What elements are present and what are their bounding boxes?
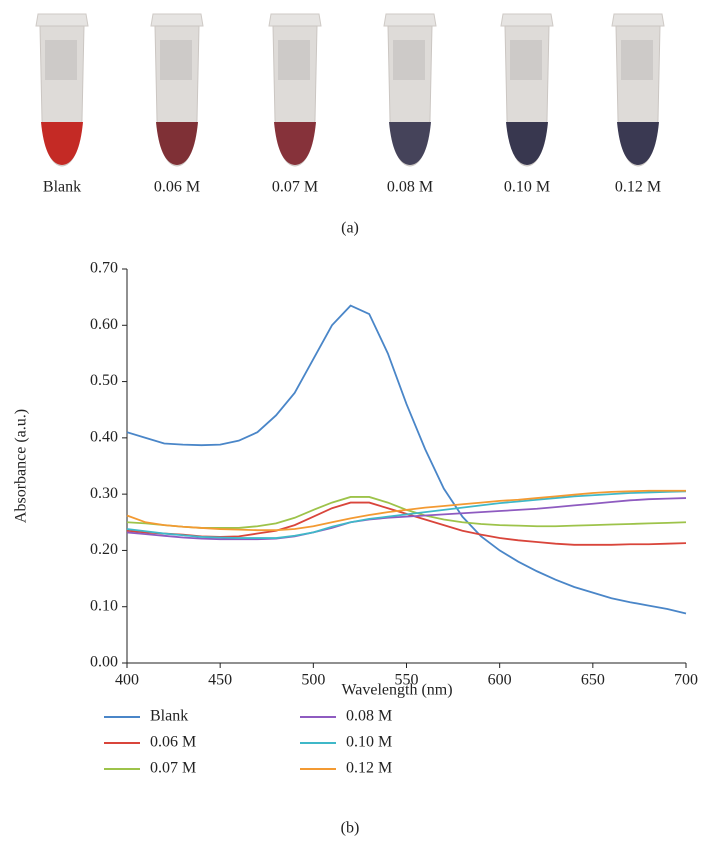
legend-label: 0.06 M xyxy=(150,734,196,751)
tube-cap xyxy=(611,13,665,27)
x-axis-title: Wavelength (nm) xyxy=(341,682,452,699)
series-line xyxy=(126,489,686,532)
tube-liquid xyxy=(41,122,83,165)
series-line xyxy=(126,304,687,615)
y-axis-title: Absorbance (a.u.) xyxy=(13,409,30,523)
y-tick-label: 0.50 xyxy=(90,372,118,389)
x-tick-label: 550 xyxy=(395,672,419,689)
legend-label: 0.12 M xyxy=(346,760,392,777)
tube-liquid xyxy=(617,122,659,165)
tube-label-patch xyxy=(160,40,192,80)
tube-label: Blank xyxy=(43,179,81,196)
series-line xyxy=(126,490,687,539)
y-tick-label: 0.40 xyxy=(90,429,118,446)
legend-label: Blank xyxy=(150,708,188,725)
legend-label: 0.08 M xyxy=(346,708,392,725)
tube-label: 0.12 M xyxy=(615,179,661,196)
tube-label-patch xyxy=(510,40,542,80)
y-tick-label: 0.30 xyxy=(90,485,118,502)
series-line xyxy=(126,497,687,541)
tube-cap xyxy=(383,13,437,27)
tube-cap xyxy=(268,13,322,27)
x-tick-label: 400 xyxy=(115,672,139,689)
x-tick-label: 600 xyxy=(488,672,512,689)
y-tick-label: 0.10 xyxy=(90,597,118,614)
tube-cap xyxy=(500,13,554,27)
tube-label-patch xyxy=(621,40,653,80)
legend-label: 0.07 M xyxy=(150,760,196,777)
y-tick-label: 0.60 xyxy=(90,316,118,333)
tube-liquid xyxy=(389,122,431,165)
photo-caption: (a) xyxy=(341,220,359,237)
series-line xyxy=(126,496,687,529)
tube-label-patch xyxy=(45,40,77,80)
x-tick-label: 700 xyxy=(674,672,698,689)
y-tick-label: 0.00 xyxy=(90,654,118,671)
x-tick-label: 450 xyxy=(208,672,232,689)
tube-label-patch xyxy=(393,40,425,80)
x-tick-label: 650 xyxy=(581,672,605,689)
x-tick-label: 500 xyxy=(301,672,325,689)
tube-label: 0.10 M xyxy=(504,179,550,196)
tube-photo xyxy=(35,13,665,167)
tube-liquid xyxy=(274,122,316,165)
y-tick-label: 0.70 xyxy=(90,260,118,277)
tube-cap xyxy=(150,13,204,27)
tube-cap xyxy=(35,13,89,27)
tube-label-patch xyxy=(278,40,310,80)
tube-label: 0.07 M xyxy=(272,179,318,196)
tube-liquid xyxy=(506,122,548,165)
tube-label: 0.06 M xyxy=(154,179,200,196)
chart-caption: (b) xyxy=(341,820,360,837)
tube-label: 0.08 M xyxy=(387,179,433,196)
y-tick-label: 0.20 xyxy=(90,541,118,558)
tube-liquid xyxy=(156,122,198,165)
legend-label: 0.10 M xyxy=(346,734,392,751)
